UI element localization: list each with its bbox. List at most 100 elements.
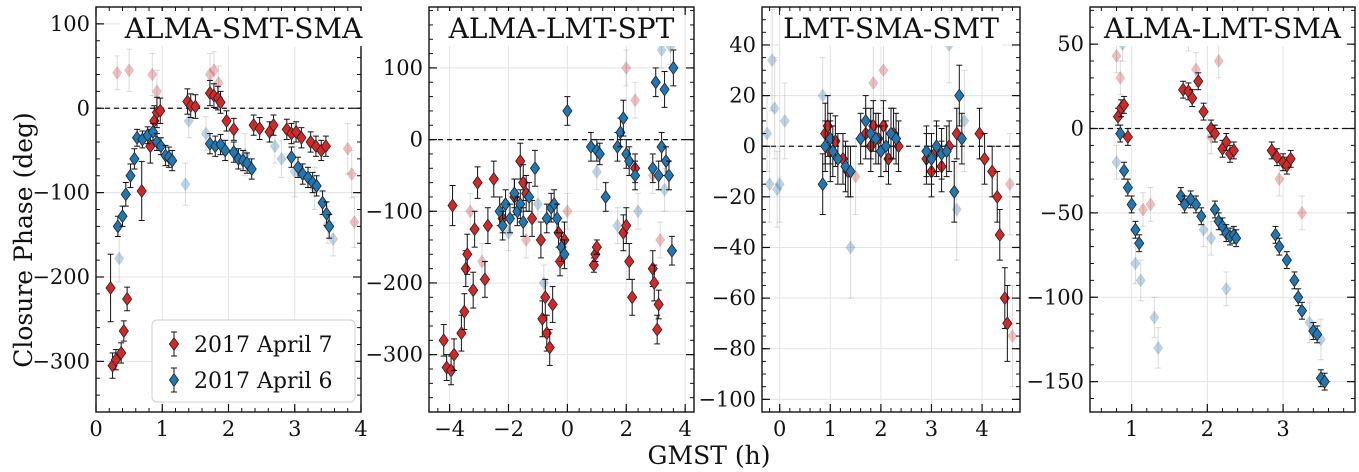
- x-tick-label: 0: [89, 417, 102, 441]
- data-point: [180, 177, 191, 192]
- data-point: [1122, 129, 1133, 145]
- y-tick-label: −100: [1026, 285, 1084, 309]
- series-april7: [438, 142, 664, 386]
- data-point: [649, 275, 660, 291]
- data-point: [878, 63, 889, 78]
- legend-entry: 2017 April 6: [168, 367, 333, 394]
- data-point: [118, 323, 129, 339]
- data-point: [774, 177, 785, 192]
- data-point: [653, 168, 664, 183]
- data-point: [459, 304, 470, 319]
- data-point: [1187, 91, 1198, 106]
- data-point: [588, 257, 599, 273]
- data-point: [317, 195, 328, 210]
- data-point: [1191, 62, 1201, 77]
- y-tick-label: 40: [729, 33, 756, 57]
- x-tick-label: −2: [493, 417, 524, 441]
- data-point: [213, 76, 224, 90]
- x-tick-label: 3: [288, 417, 301, 441]
- data-point: [656, 43, 667, 57]
- y-tick-label: 50: [1057, 32, 1084, 56]
- data-point: [110, 352, 121, 367]
- data-point: [342, 141, 353, 156]
- data-point: [956, 131, 967, 146]
- data-point: [562, 204, 573, 219]
- data-point: [1293, 290, 1304, 305]
- data-point: [497, 218, 508, 233]
- data-point: [1126, 197, 1137, 212]
- data-point: [647, 261, 658, 276]
- data-point: [112, 65, 123, 80]
- data-point: [147, 67, 158, 82]
- data-point: [1130, 222, 1141, 237]
- data-point: [1118, 163, 1130, 178]
- data-point: [663, 168, 675, 183]
- data-point: [827, 144, 838, 159]
- data-point: [779, 114, 790, 128]
- data-point: [524, 189, 535, 205]
- data-point: [668, 60, 679, 76]
- x-tick-label: 1: [1125, 417, 1138, 441]
- panel-title: ALMA-SMT-SMA: [124, 12, 363, 45]
- data-point: [659, 82, 670, 97]
- data-point: [591, 240, 602, 255]
- series-faded-april7: [112, 48, 360, 248]
- data-point: [541, 211, 552, 226]
- data-point: [488, 171, 499, 187]
- x-tick-label: 0: [561, 417, 574, 441]
- data-point: [122, 291, 133, 307]
- data-point: [129, 151, 140, 166]
- data-point: [117, 209, 128, 224]
- data-point: [931, 139, 942, 154]
- data-point: [817, 177, 828, 192]
- data-point: [456, 326, 467, 341]
- data-point: [600, 189, 611, 205]
- data-point: [1118, 97, 1130, 112]
- data-point: [1289, 273, 1300, 288]
- data-point: [479, 272, 491, 287]
- x-tick-label: 2: [620, 417, 633, 441]
- data-point: [1138, 202, 1148, 217]
- data-point: [515, 197, 526, 212]
- data-point: [1193, 74, 1204, 89]
- data-point: [1198, 222, 1209, 237]
- data-point: [559, 247, 570, 262]
- data-point: [1134, 236, 1145, 251]
- data-point: [762, 126, 772, 141]
- data-point: [537, 311, 548, 326]
- data-point: [1111, 49, 1122, 63]
- data-point: [992, 189, 1003, 204]
- series-april6: [494, 49, 679, 270]
- data-point: [167, 153, 178, 168]
- data-point: [974, 126, 985, 141]
- x-tick-label: 4: [354, 417, 367, 441]
- data-point: [621, 218, 632, 233]
- data-point: [228, 122, 239, 137]
- data-point: [448, 347, 460, 362]
- panel-4: 1 2 3 50 0 −50 −100 −150 ALMA-LMT-SMA: [1026, 6, 1356, 441]
- data-point: [769, 101, 780, 116]
- x-tick-label: 2: [222, 417, 235, 441]
- data-point: [1274, 239, 1285, 254]
- panel-title-background: [120, 11, 367, 46]
- data-point: [880, 139, 892, 154]
- y-axis-label: Closure Phase (deg): [9, 112, 38, 368]
- data-point: [855, 131, 866, 146]
- data-point: [1145, 197, 1156, 212]
- data-point: [1213, 54, 1224, 68]
- data-point: [500, 197, 511, 212]
- y-tick-label: −300: [32, 349, 90, 373]
- data-point: [544, 340, 555, 355]
- data-point: [1198, 104, 1209, 119]
- data-point: [1304, 315, 1315, 330]
- data-point: [999, 291, 1010, 306]
- data-point: [627, 290, 638, 305]
- data-point: [845, 240, 856, 255]
- data-point: [845, 164, 856, 179]
- series-april7: [1112, 72, 1296, 175]
- data-point: [518, 214, 529, 230]
- series-faded-april6: [1111, 26, 1326, 369]
- data-point: [215, 95, 226, 110]
- data-point: [504, 211, 516, 226]
